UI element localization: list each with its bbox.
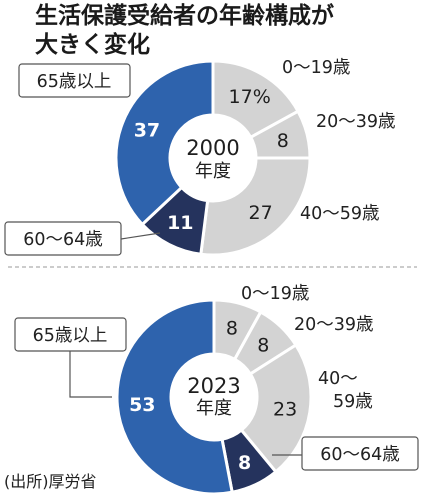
label-60-64-2000: 60〜64歳 — [23, 230, 103, 250]
value-label-20-39-2023: 8 — [257, 335, 269, 357]
age-label-0-19-2000: 0〜19歳 — [282, 58, 350, 78]
slice-40-59-2023 — [239, 342, 313, 474]
leader-line-65-plus-2023 — [69, 351, 112, 398]
value-label-65-plus-2023: 53 — [129, 394, 155, 416]
title-line-1: 生活保護受給者の年齢構成が — [35, 3, 334, 29]
age-label-20-39-2023: 20〜39歳 — [294, 315, 374, 335]
donut-2000: 17% 8 27 11 37 — [114, 59, 312, 257]
label-60-64-2023: 60〜64歳 — [320, 445, 400, 465]
age-label-40-59-2023-line2: 59歳 — [333, 392, 373, 412]
label-65-plus-2000: 65歳以上 — [37, 72, 112, 92]
age-label-40-59-2000: 40〜59歳 — [300, 204, 380, 224]
leader-line-60-64-2000 — [120, 232, 161, 240]
value-label-40-59-2023: 23 — [273, 398, 297, 420]
value-label-60-64-2000: 11 — [167, 212, 193, 234]
value-label-0-19-2023: 8 — [226, 317, 238, 339]
label-65-plus-2023: 65歳以上 — [33, 326, 108, 346]
age-label-40-59-2023-line1: 40〜 — [318, 369, 358, 389]
value-label-60-64-2023: 8 — [238, 452, 251, 474]
value-label-20-39-2000: 8 — [277, 130, 289, 152]
value-label-0-19-2000: 17% — [229, 86, 271, 108]
source-note: (出所)厚労省 — [4, 472, 97, 491]
center-unit-2023: 年度 — [196, 398, 232, 419]
value-label-65-plus-2000: 37 — [134, 119, 160, 141]
value-label-40-59-2000: 27 — [249, 202, 273, 224]
title-line-2: 大きく変化 — [35, 32, 150, 58]
slice-65-plus-2000 — [114, 59, 215, 227]
age-label-0-19-2023: 0〜19歳 — [241, 284, 309, 304]
slice-40-59-2000 — [199, 156, 312, 257]
slice-65-plus-2023 — [115, 298, 234, 496]
label-box-65-plus-2023: 65歳以上 — [14, 317, 127, 398]
label-box-65-plus-2000: 65歳以上 — [18, 63, 131, 98]
chart-title: 生活保護受給者の年齢構成が 大きく変化 — [35, 2, 365, 60]
center-year-2023: 2023 — [187, 374, 240, 398]
center-year-2000: 2000 — [186, 136, 239, 160]
label-box-60-64-2000: 60〜64歳 — [4, 221, 161, 256]
center-unit-2000: 年度 — [195, 161, 231, 182]
label-box-60-64-2023: 60〜64歳 — [272, 436, 419, 471]
age-label-20-39-2000: 20〜39歳 — [316, 112, 396, 132]
